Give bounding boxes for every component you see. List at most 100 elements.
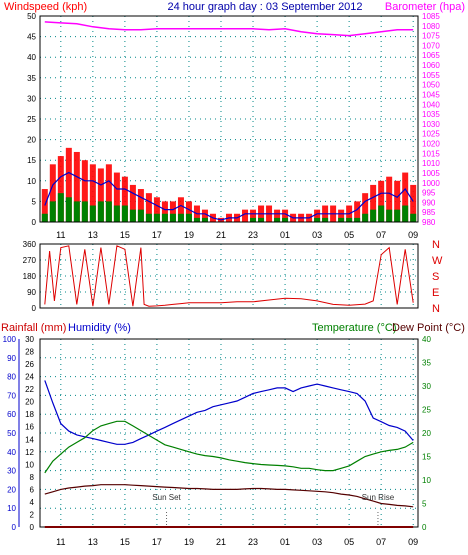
humidity-tick-label: 30 bbox=[7, 467, 16, 476]
windspeed-bar bbox=[97, 168, 104, 222]
calm-bar bbox=[121, 205, 128, 222]
windspeed-axis-label: Windspeed (kph) bbox=[4, 1, 87, 13]
rainfall-tick-label: 16 bbox=[25, 423, 34, 432]
temperature-tick-label: 30 bbox=[422, 382, 431, 391]
rainfall-tick-label: 14 bbox=[25, 435, 34, 444]
humidity-tick-label: 90 bbox=[7, 354, 16, 363]
barometer-tick-label: 1000 bbox=[422, 179, 440, 188]
calm-bar bbox=[113, 205, 120, 222]
windspeed-bar bbox=[394, 180, 401, 222]
humidity-tick-label: 70 bbox=[7, 391, 16, 400]
windspeed-bar bbox=[89, 164, 96, 222]
rainfall-axis-label: Rainfall (mm) bbox=[1, 322, 66, 334]
direction-panel-frame bbox=[39, 243, 419, 309]
barometer-tick-label: 1010 bbox=[422, 159, 440, 168]
humidity-tick-label: 60 bbox=[7, 410, 16, 419]
rainfall-tick-label: 30 bbox=[25, 335, 34, 344]
calm-bar bbox=[49, 201, 56, 222]
direction-tick-label: 90 bbox=[27, 288, 36, 297]
windspeed-bar bbox=[282, 209, 289, 222]
humidity-tick-label: 40 bbox=[7, 448, 16, 457]
windspeed-bar bbox=[105, 164, 112, 222]
calm-bar bbox=[193, 217, 200, 222]
humidity-tick-label: 0 bbox=[12, 523, 17, 532]
windspeed-tick-label: 20 bbox=[27, 136, 36, 145]
rainfall-tick-label: 12 bbox=[25, 448, 34, 457]
time-tick-label: 17 bbox=[152, 537, 162, 547]
rainfall-tick-label: 10 bbox=[25, 460, 34, 469]
barometer-tick-label: 1005 bbox=[422, 169, 440, 178]
barometer-tick-label: 1080 bbox=[422, 22, 440, 31]
windspeed-bar bbox=[169, 201, 176, 222]
time-tick-label: 21 bbox=[216, 230, 226, 240]
windspeed-bar bbox=[242, 209, 249, 222]
windspeed-bar bbox=[338, 209, 345, 222]
barometer-tick-label: 1055 bbox=[422, 71, 440, 80]
calm-bar bbox=[354, 217, 361, 222]
calm-bar bbox=[386, 209, 393, 222]
calm-bar bbox=[338, 217, 345, 222]
time-tick-label: 09 bbox=[408, 230, 418, 240]
windspeed-bar bbox=[250, 209, 257, 222]
barometer-tick-label: 1030 bbox=[422, 120, 440, 129]
windspeed-bar bbox=[113, 172, 120, 222]
calm-bar bbox=[274, 217, 281, 222]
windspeed-bar bbox=[145, 193, 152, 222]
sun-event-label: Sun Set bbox=[152, 493, 181, 502]
barometer-tick-label: 1060 bbox=[422, 61, 440, 70]
calm-bar bbox=[410, 213, 417, 222]
humidity-tick-label: 80 bbox=[7, 373, 16, 382]
calm-bar bbox=[394, 209, 401, 222]
humidity-tick-label: 50 bbox=[7, 429, 16, 438]
humidity-tick-label: 20 bbox=[7, 485, 16, 494]
time-tick-label: 05 bbox=[344, 537, 354, 547]
calm-bar bbox=[322, 217, 329, 222]
rainfall-tick-label: 22 bbox=[25, 385, 34, 394]
calm-bar bbox=[153, 213, 160, 222]
barometer-tick-label: 1085 bbox=[422, 12, 440, 21]
time-tick-label: 01 bbox=[280, 537, 290, 547]
average-wind-line bbox=[44, 171, 414, 221]
calm-bar bbox=[402, 205, 409, 222]
windspeed-bar bbox=[41, 189, 48, 222]
calm-bar bbox=[161, 213, 168, 222]
compass-label: W bbox=[432, 255, 443, 267]
windspeed-tick-label: 0 bbox=[32, 218, 37, 227]
calm-bar bbox=[89, 205, 96, 222]
direction-tick-label: 180 bbox=[23, 272, 37, 281]
time-tick-label: 11 bbox=[56, 230, 65, 240]
windspeed-tick-label: 45 bbox=[27, 33, 36, 42]
windspeed-bar bbox=[378, 180, 385, 222]
windspeed-tick-label: 15 bbox=[27, 156, 36, 165]
temperature-line bbox=[44, 420, 414, 474]
windspeed-tick-label: 5 bbox=[32, 197, 37, 206]
barometer-tick-label: 1025 bbox=[422, 130, 440, 139]
windspeed-bar bbox=[386, 176, 393, 222]
barometer-tick-label: 1040 bbox=[422, 100, 440, 109]
rainfall-tick-label: 4 bbox=[30, 498, 35, 507]
calm-bar bbox=[97, 201, 104, 222]
calm-bar bbox=[137, 209, 144, 222]
temperature-tick-label: 40 bbox=[422, 335, 431, 344]
rainfall-tick-label: 24 bbox=[25, 373, 34, 382]
wind-direction-line bbox=[44, 245, 414, 307]
wind-barometer-panel: 0510152025303540455098098599099510001005… bbox=[27, 12, 440, 240]
windspeed-bar bbox=[121, 176, 128, 222]
barometer-tick-label: 990 bbox=[422, 198, 436, 207]
barometer-tick-label: 980 bbox=[422, 218, 436, 227]
rainfall-tick-label: 18 bbox=[25, 410, 34, 419]
time-tick-label: 19 bbox=[184, 537, 194, 547]
calm-bar bbox=[314, 217, 321, 222]
calm-bar bbox=[282, 217, 289, 222]
barometer-tick-label: 1070 bbox=[422, 41, 440, 50]
windspeed-bar bbox=[201, 209, 208, 222]
calm-bar bbox=[378, 205, 385, 222]
windspeed-bar bbox=[81, 160, 88, 222]
barometer-tick-label: 1065 bbox=[422, 51, 440, 60]
time-tick-label: 13 bbox=[88, 537, 98, 547]
dew-point-line bbox=[44, 484, 414, 508]
time-tick-label: 05 bbox=[344, 230, 354, 240]
time-tick-label: 15 bbox=[120, 230, 130, 240]
graph-title: 24 hour graph day : 03 September 2012 bbox=[167, 1, 362, 13]
